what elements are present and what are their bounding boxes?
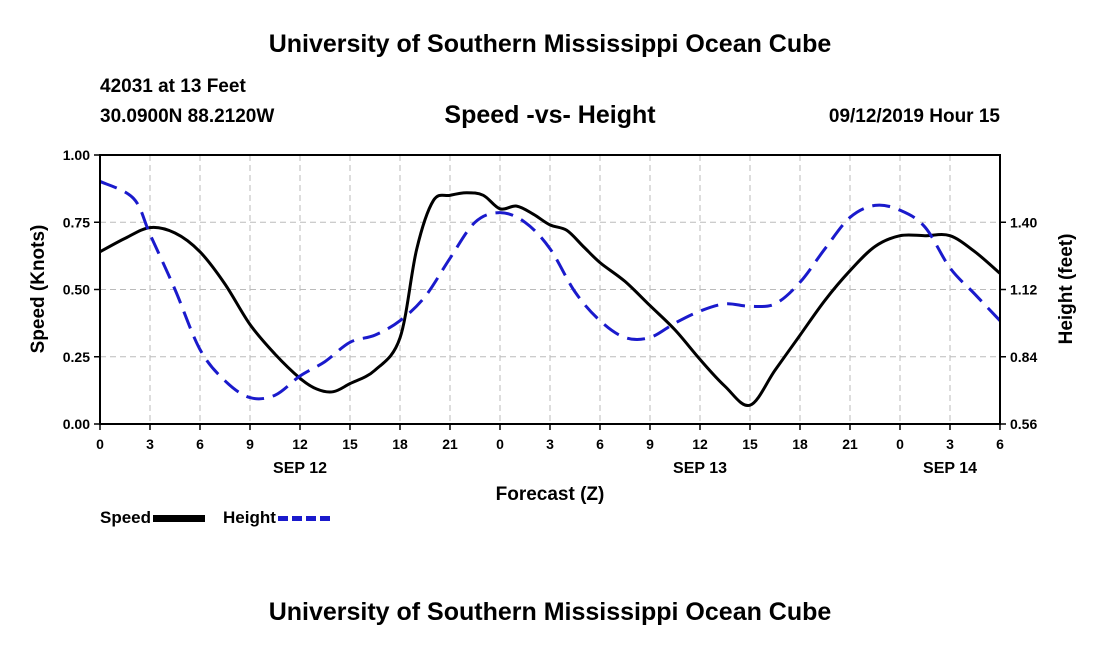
x-axis-label: Forecast (Z) — [496, 484, 605, 505]
y-tick-label: 1.00 — [63, 147, 90, 163]
x-tick-label: 18 — [392, 436, 408, 452]
legend-item-height: Height — [223, 508, 330, 528]
y2-tick-label: 1.12 — [1010, 282, 1037, 298]
chart-title: Speed -vs- Height — [444, 101, 656, 129]
x-tick-label: 12 — [292, 436, 308, 452]
legend-swatch-speed — [153, 514, 206, 522]
y-tick-label: 0.25 — [63, 349, 90, 365]
x-tick-label: 0 — [96, 436, 104, 452]
x-tick-label: 18 — [792, 436, 808, 452]
y2-tick-label: 1.40 — [1010, 214, 1037, 230]
series-line-speed — [99, 191, 1001, 407]
series-lines — [99, 180, 1002, 407]
y-tick-label: 0.00 — [63, 416, 90, 432]
grid-lines — [100, 155, 1000, 424]
legend: Speed Height — [100, 508, 348, 528]
x-tick-label: 15 — [342, 436, 358, 452]
legend-label-speed: Speed — [100, 508, 152, 527]
x-tick-label: 3 — [146, 436, 154, 452]
x-tick-label: 6 — [996, 436, 1004, 452]
forecast-datetime: 09/12/2019 Hour 15 — [828, 106, 1000, 127]
y-tick-label: 0.50 — [63, 282, 90, 298]
legend-label-height: Height — [223, 508, 276, 527]
series-line-height — [99, 180, 1002, 401]
legend-swatch-height — [277, 515, 330, 521]
x-tick-label: 21 — [442, 436, 458, 452]
x-tick-label: 12 — [692, 436, 708, 452]
page-title-top: University of Southern Mississippi Ocean… — [268, 30, 832, 58]
y-tick-label: 0.75 — [63, 214, 90, 230]
x-tick-label: 0 — [496, 436, 504, 452]
x-date-label: SEP 13 — [673, 460, 727, 477]
x-tick-label: 9 — [246, 436, 254, 452]
x-tick-label: 3 — [546, 436, 554, 452]
station-label: 42031 at 13 Feet — [100, 76, 246, 97]
page-title-bottom: University of Southern Mississippi Ocean… — [268, 598, 832, 626]
x-tick-label: 21 — [842, 436, 858, 452]
y-axis-label-height: Height (feet) — [1056, 234, 1077, 345]
x-tick-label: 3 — [946, 436, 954, 452]
y2-tick-label: 0.84 — [1010, 349, 1037, 365]
legend-item-speed: Speed — [100, 508, 206, 528]
x-tick-label: 6 — [596, 436, 604, 452]
x-tick-label: 9 — [646, 436, 654, 452]
y-axis-label-speed: Speed (Knots) — [28, 225, 49, 354]
station-coordinates: 30.0900N 88.2120W — [100, 106, 275, 127]
x-tick-label: 15 — [742, 436, 758, 452]
y2-tick-label: 0.56 — [1010, 416, 1037, 432]
x-tick-label: 0 — [896, 436, 904, 452]
axes: 0 3 6 9 12 15 18 21 0 3 6 9 12 15 18 21 0 3 6 SEP 12 SEP 13 S… — [63, 147, 1038, 477]
x-tick-label: 6 — [196, 436, 204, 452]
x-date-label: SEP 12 — [273, 460, 327, 477]
x-date-label: SEP 14 — [923, 460, 977, 477]
